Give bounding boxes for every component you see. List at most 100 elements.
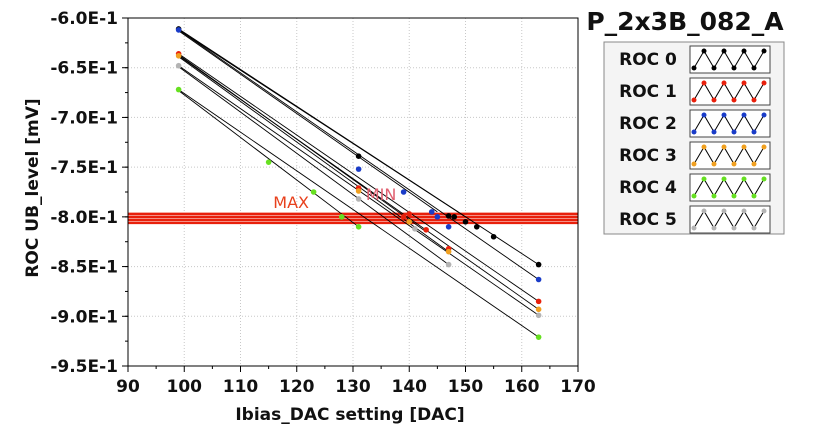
legend-marker	[721, 48, 727, 54]
legend-swatch-roc-3	[689, 141, 771, 170]
data-point-roc-0	[451, 214, 458, 220]
legend-marker	[691, 65, 697, 71]
y-tick-label: -7.0E-1	[50, 108, 118, 128]
legend-marker	[731, 161, 737, 167]
data-point-roc-0	[535, 261, 542, 268]
data-point-roc-0	[445, 213, 452, 219]
legend-marker	[721, 144, 727, 150]
data-point-roc-1	[535, 298, 542, 305]
data-point-roc-4	[535, 334, 542, 340]
legend-marker	[691, 161, 697, 167]
legend: ROC 0 ROC 1 ROC 2 ROC 3 ROC 4 ROC 5	[603, 41, 785, 235]
legend-marker	[761, 80, 767, 86]
annotations: MAX MIN	[273, 185, 396, 212]
fit-line-roc-5	[178, 66, 449, 265]
legend-swatch-roc-1	[689, 77, 771, 106]
legend-swatch-roc-4	[689, 173, 771, 202]
legend-swatch-roc-5	[689, 205, 771, 234]
legend-marker	[711, 193, 717, 199]
legend-label-roc-3: ROC 3	[619, 146, 677, 166]
fit-lines	[178, 28, 539, 338]
legend-swatch-roc-0	[689, 45, 771, 74]
fit-line-roc-4	[178, 90, 359, 228]
data-point-roc-1	[400, 214, 407, 220]
legend-label-roc-2: ROC 2	[619, 114, 677, 134]
x-tick-label: 140	[392, 377, 428, 397]
data-point-roc-0	[462, 219, 469, 225]
legend-label-roc-4: ROC 4	[619, 178, 677, 198]
legend-marker	[741, 144, 747, 150]
legend-marker	[701, 112, 707, 118]
legend-marker	[711, 65, 717, 71]
legend-marker	[711, 97, 717, 103]
legend-marker	[751, 161, 757, 167]
legend-marker	[741, 48, 747, 54]
legend-marker	[741, 80, 747, 86]
data-point-roc-3	[406, 219, 413, 225]
x-tick-label: 150	[448, 377, 484, 397]
data-point-roc-0	[473, 224, 480, 230]
legend-marker	[751, 65, 757, 71]
legend-marker	[761, 144, 767, 150]
legend-marker	[701, 144, 707, 150]
legend-marker	[711, 225, 717, 231]
legend-marker	[761, 208, 767, 214]
data-point-roc-5	[535, 312, 542, 319]
annotation-label: MAX	[273, 193, 309, 212]
data-point-roc-5	[175, 62, 182, 69]
legend-label-roc-0: ROC 0	[619, 50, 677, 70]
legend-marker	[731, 65, 737, 71]
legend-marker	[741, 208, 747, 214]
x-tick-label: 160	[504, 377, 540, 397]
data-point-roc-2	[535, 276, 542, 283]
y-tick-label: -9.5E-1	[50, 357, 118, 377]
y-tick-label: -8.5E-1	[50, 258, 118, 278]
legend-swatch-roc-2	[689, 109, 771, 138]
data-point-roc-5	[412, 225, 418, 232]
chart-title: P_2x3B_082_A	[586, 7, 784, 36]
y-tick-label: -6.5E-1	[50, 59, 118, 79]
y-axis-title: ROC UB_level [mV]	[23, 98, 43, 277]
data-point-roc-2	[428, 209, 435, 215]
legend-marker	[751, 97, 757, 103]
legend-marker	[701, 176, 707, 182]
legend-label-roc-1: ROC 1	[619, 82, 677, 102]
x-tick-label: 130	[335, 377, 371, 397]
legend-marker	[701, 48, 707, 54]
fit-line-roc-3	[178, 55, 539, 310]
x-tick-label: 110	[223, 377, 259, 397]
legend-marker	[741, 176, 747, 182]
annotation-label: MIN	[366, 185, 397, 204]
legend-marker	[691, 129, 697, 135]
legend-marker	[751, 225, 757, 231]
data-point-roc-0	[355, 153, 362, 160]
data-point-roc-2	[355, 166, 362, 172]
legend-marker	[721, 112, 727, 118]
data-point-roc-4	[310, 189, 317, 195]
data-point-roc-1	[406, 211, 413, 217]
data-point-roc-3	[535, 306, 542, 313]
y-tick-label: -6.0E-1	[50, 9, 118, 29]
data-point-roc-3	[445, 248, 452, 255]
data-point-roc-2	[434, 214, 441, 220]
legend-marker	[711, 161, 717, 167]
fit-line-roc-0	[178, 29, 466, 218]
legend-marker	[691, 225, 697, 231]
data-point-roc-2	[175, 27, 182, 33]
legend-marker	[731, 129, 737, 135]
legend-label-roc-5: ROC 5	[619, 210, 677, 230]
legend-marker	[731, 97, 737, 103]
legend-marker	[721, 176, 727, 182]
fit-line-roc-1	[178, 53, 539, 302]
axis-ticks: 90 100 110 120 130 140 150 160 170 -6.0E-1 -6.5E-1…	[50, 9, 596, 397]
y-tick-label: -8.0E-1	[50, 208, 118, 228]
x-tick-label: 170	[560, 377, 596, 397]
legend-marker	[751, 129, 757, 135]
data-point-roc-3	[355, 188, 362, 194]
data-point-roc-5	[445, 261, 452, 268]
data-point-roc-4	[175, 86, 182, 93]
data-point-roc-4	[265, 159, 272, 165]
fit-line-roc-4	[178, 89, 539, 338]
data-points	[175, 26, 542, 340]
